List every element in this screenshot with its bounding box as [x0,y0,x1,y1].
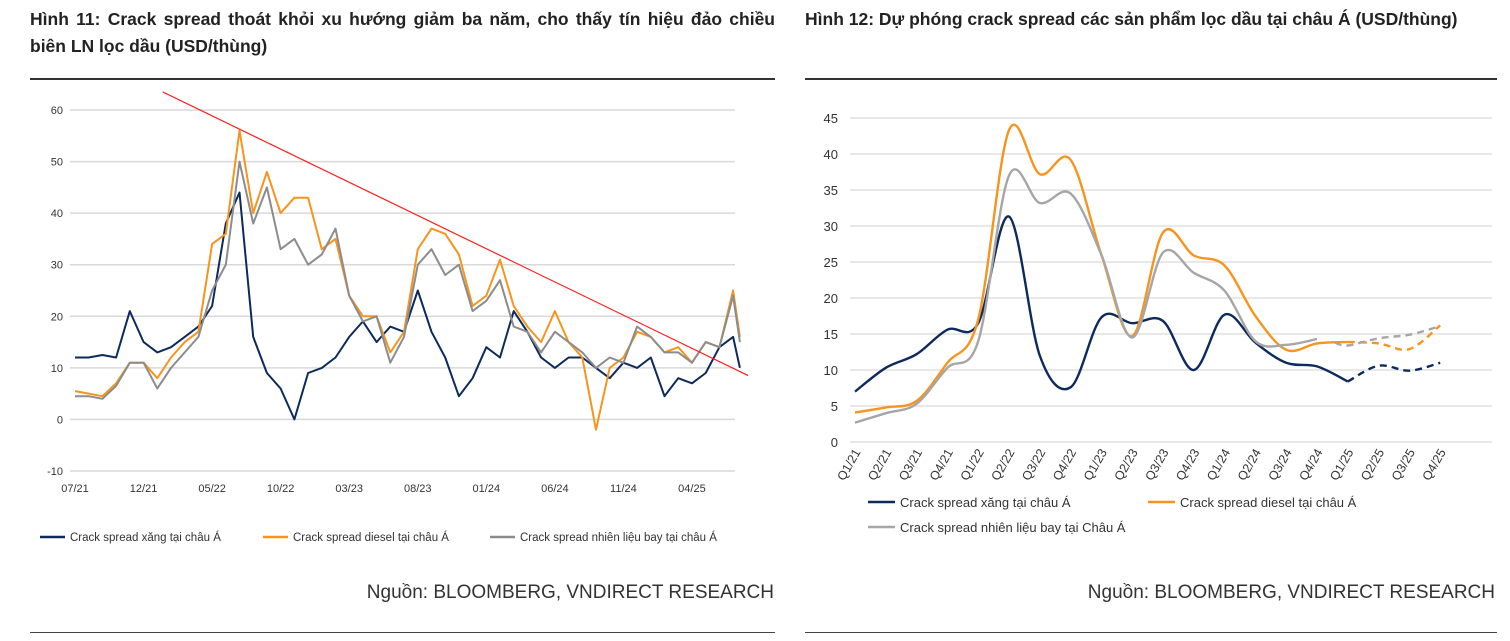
x-tick-label: 05/22 [198,483,226,495]
bottom-rule-right [805,632,1497,633]
y-tick-label: 45 [824,111,838,126]
x-tick-label: Q1/22 [958,446,987,483]
x-tick-label: Q4/25 [1420,446,1449,483]
x-tick-label: Q4/22 [1050,446,1079,483]
x-tick-label: 03/23 [335,483,363,495]
y-tick-label: 10 [824,363,838,378]
x-tick-label: Q2/23 [1112,446,1141,483]
figure-12-source: Nguồn: BLOOMBERG, VNDIRECT RESEARCH [1087,582,1495,603]
y-tick-label: 10 [51,363,63,375]
series-line-actual-0 [854,215,1349,393]
x-tick-label: Q3/23 [1142,446,1171,483]
legend-label: Crack spread diesel tại châu Á [1180,495,1357,510]
series-line-forecast-0 [1347,361,1441,383]
x-tick-label: Q1/23 [1081,446,1110,483]
x-tick-label: 08/23 [404,483,432,495]
x-tick-label: Q3/24 [1266,446,1295,483]
x-tick-label: Q2/21 [865,446,894,483]
y-tick-label: 30 [824,219,838,234]
y-tick-label: 20 [824,291,838,306]
x-tick-label: Q2/24 [1235,446,1264,483]
x-tick-label: 04/25 [678,483,706,495]
y-tick-label: 20 [51,311,63,323]
y-tick-label: 25 [824,255,838,270]
title-rule-left [30,78,775,80]
figure-12-title: Hình 12: Dự phóng crack spread các sản p… [805,9,1458,29]
y-tick-label: 5 [831,399,838,414]
y-tick-label: 30 [51,260,63,272]
x-tick-label: Q2/22 [988,446,1017,483]
y-tick-label: 15 [824,327,838,342]
bottom-rule-left [30,632,775,633]
x-tick-label: Q4/24 [1296,446,1325,483]
x-tick-label: 07/21 [61,483,89,495]
series-line-0 [75,191,741,421]
title-rule-right [805,78,1497,80]
x-tick-label: Q4/21 [927,446,956,483]
y-tick-label: 0 [57,414,63,426]
figure-11-title: Hình 11: Crack spread thoát khỏi xu hướn… [30,9,775,56]
x-tick-label: 11/24 [610,483,637,495]
series-line-1 [74,129,741,431]
x-tick-label: Q3/25 [1389,446,1418,483]
x-tick-label: Q1/21 [834,446,863,483]
y-tick-label: 35 [824,183,838,198]
x-tick-label: Q4/23 [1173,446,1202,483]
series-line-2 [75,160,741,400]
x-tick-label: 10/22 [267,483,295,495]
series-line-actual-2 [854,168,1318,424]
x-tick-label: 06/24 [541,483,569,495]
y-tick-label: 50 [51,157,63,169]
legend-label: Crack spread diesel tại châu Á [293,531,449,544]
legend-label: Crack spread xăng tại châu Á [70,531,221,544]
legend-label: Crack spread nhiên liệu bay tại Châu Á [900,520,1126,535]
y-tick-label: 60 [51,105,63,117]
series-line-actual-1 [854,123,1348,414]
x-tick-label: 12/21 [130,483,158,495]
y-tick-label: 40 [51,208,63,220]
y-tick-label: 40 [824,147,838,162]
x-tick-label: Q3/22 [1019,446,1048,483]
figure-11-source: Nguồn: BLOOMBERG, VNDIRECT RESEARCH [366,582,774,603]
x-tick-label: Q3/21 [896,446,925,483]
series-line-forecast-2 [1334,324,1441,347]
y-tick-label: -10 [47,466,63,478]
x-tick-label: Q2/25 [1358,446,1387,483]
legend-label: Crack spread xăng tại châu Á [900,495,1071,510]
x-tick-label: Q1/25 [1327,446,1356,483]
x-tick-label: 01/24 [473,483,501,495]
x-tick-label: Q1/24 [1204,446,1233,483]
legend-label: Crack spread nhiên liệu bay tại châu Á [520,531,717,544]
trendline [162,91,749,377]
y-tick-label: 0 [831,435,838,450]
